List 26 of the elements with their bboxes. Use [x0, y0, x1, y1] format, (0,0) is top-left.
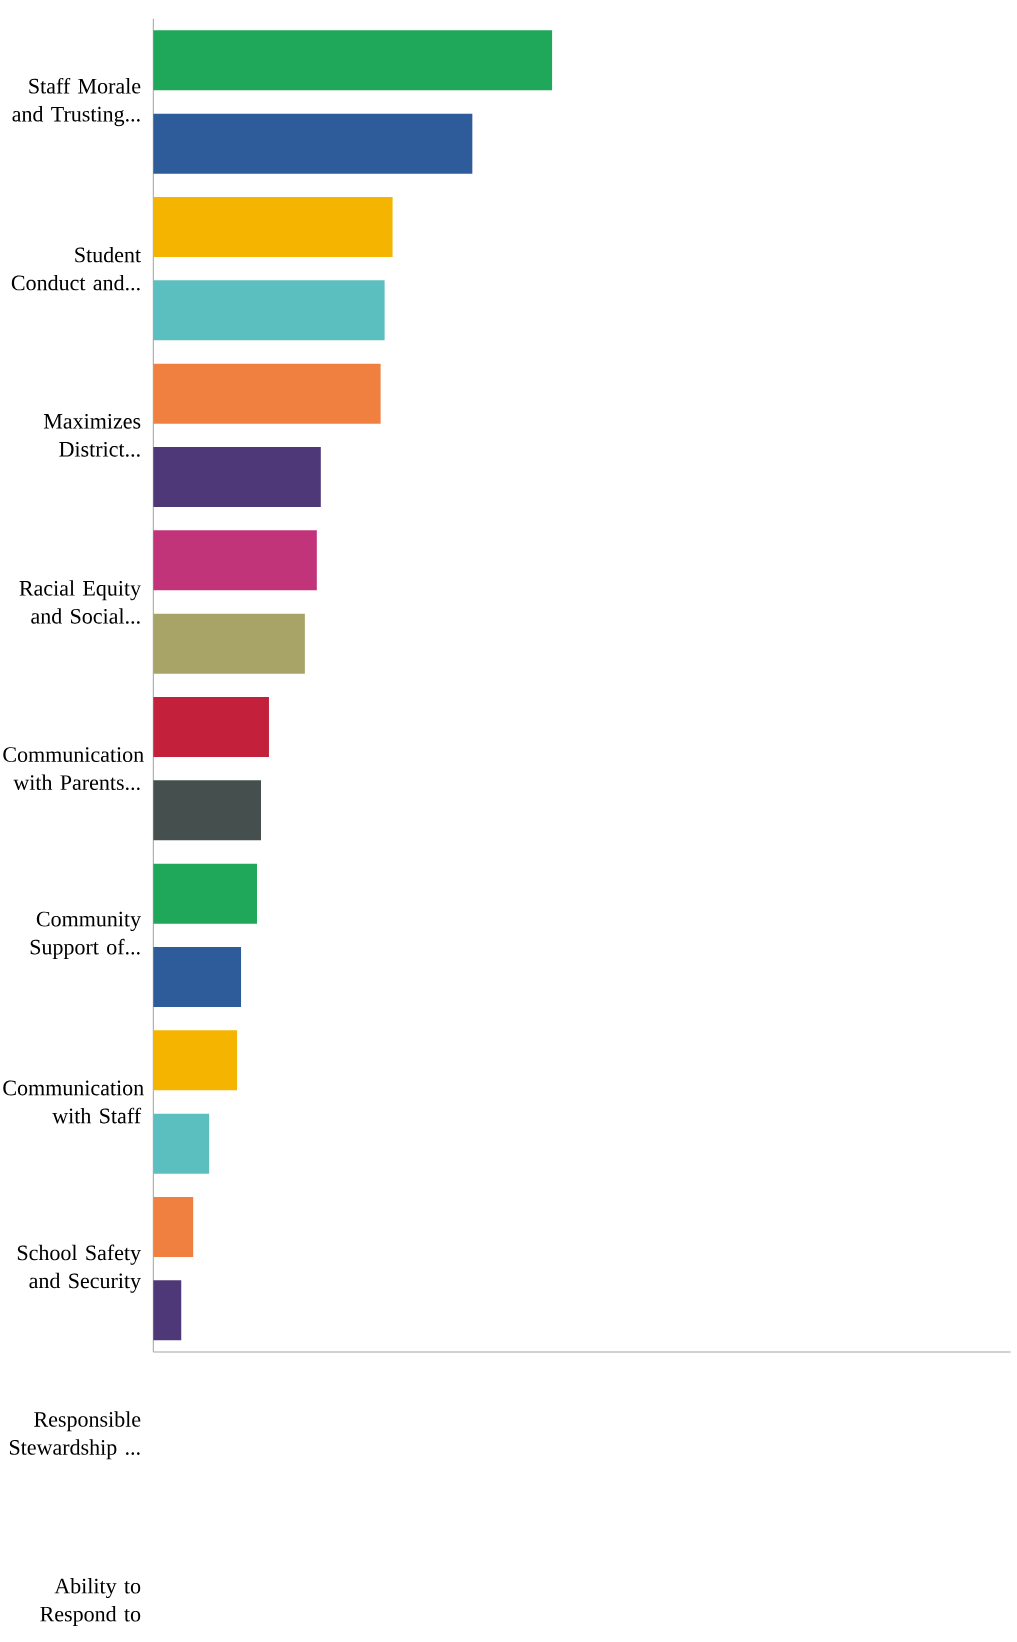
bar [153, 947, 242, 1008]
bar [153, 363, 381, 424]
y-tick-label: School Safety and Security [17, 1244, 141, 1293]
bar [153, 447, 321, 508]
bar [153, 1030, 238, 1091]
y-tick-label: Communication with Parents... [3, 747, 144, 791]
y-tick-label: Responsible Stewardship ... [9, 1411, 141, 1460]
bar [153, 113, 473, 174]
y-tick-label: Racial Equity and Social... [19, 580, 141, 624]
bar [153, 197, 393, 258]
bar [153, 530, 317, 591]
bar [153, 863, 258, 924]
y-tick-label: Community Support of... [30, 911, 141, 959]
y-tick-label: Staff Morale and Trusting... [12, 77, 141, 127]
y-tick-label: Communication with Staff [3, 1080, 144, 1124]
y-tick-label: Ability to Respond to [40, 1578, 141, 1626]
bar [153, 1113, 210, 1174]
y-tick-label: Maximizes District... [43, 413, 141, 457]
bar [153, 1280, 182, 1341]
bar [153, 697, 269, 758]
bar [153, 613, 305, 674]
bar [153, 30, 553, 91]
bar [153, 780, 261, 841]
bar [153, 1197, 194, 1258]
bar [153, 280, 385, 341]
y-tick-label: Student Conduct and... [11, 246, 141, 291]
